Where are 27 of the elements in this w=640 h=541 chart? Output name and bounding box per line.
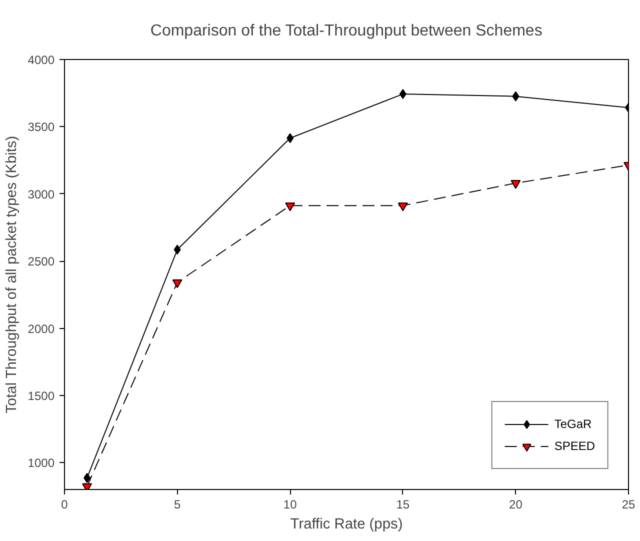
point (84, 472, 91, 483)
x-tick-label: 5 (174, 498, 181, 512)
point (174, 244, 181, 255)
point (512, 91, 520, 102)
y-tick-label: 2500 (28, 254, 55, 269)
chart-title: Comparison of the Total-Throughput between Schemes (150, 22, 542, 40)
legend-label: TeGaR (554, 417, 592, 431)
x-tick-label: 15 (396, 498, 410, 512)
x-axis-title: Traffic Rate (pps) (290, 516, 403, 532)
x-tick-label: 0 (61, 498, 68, 512)
point (285, 202, 296, 212)
x-tick-label: 10 (283, 498, 298, 512)
y-tick-label: 2000 (28, 322, 55, 336)
legend-label: SPEED (554, 439, 595, 453)
point (399, 89, 406, 100)
y-tick-label: 3000 (28, 187, 55, 202)
point (398, 202, 408, 212)
y-tick-label: 1500 (28, 388, 55, 403)
y-tick-label: 1000 (28, 456, 55, 470)
y-tick-label: 3500 (28, 120, 55, 134)
point (172, 279, 182, 288)
x-tick-label: 20 (509, 498, 523, 512)
x-tick-label: 25 (622, 498, 636, 512)
point (286, 133, 294, 144)
y-tick-label: 4000 (28, 53, 55, 67)
point (510, 180, 521, 189)
y-axis-title: Total Throughput of all packet types (Kbits) (4, 136, 20, 414)
